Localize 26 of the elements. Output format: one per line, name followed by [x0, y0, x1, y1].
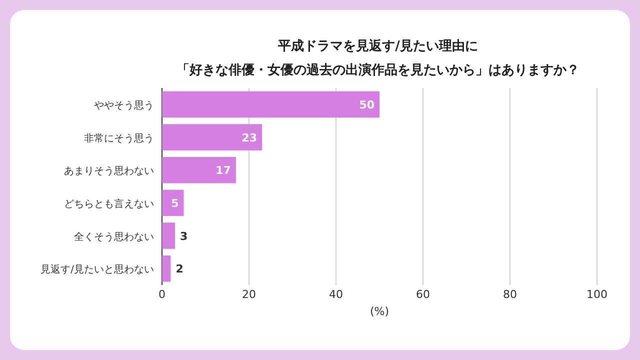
- bar: [162, 255, 171, 282]
- data-label: 50: [359, 98, 375, 112]
- y-tick-label: 全くそう思わない: [74, 230, 154, 243]
- y-tick-label: ややそう思う: [94, 100, 154, 112]
- data-label: 17: [216, 164, 231, 178]
- x-tick-label: 100: [586, 288, 608, 301]
- bar: [162, 124, 262, 150]
- y-tick-label: どちらとも言えない: [64, 198, 154, 210]
- data-label: 2: [176, 262, 184, 276]
- x-tick-label: 0: [158, 288, 166, 301]
- bar: [162, 222, 176, 249]
- data-label: 5: [171, 196, 179, 210]
- x-tick-label: 60: [416, 288, 430, 301]
- x-tick-label: 20: [242, 288, 256, 301]
- x-tick-label: 40: [329, 288, 343, 301]
- data-label: 3: [180, 230, 188, 243]
- y-tick-label: あまりそう思わない: [64, 166, 154, 178]
- bar: [162, 91, 380, 118]
- data-label: 23: [242, 131, 258, 144]
- bar: [162, 156, 236, 184]
- chart-title: 平成ドラマを見返す/見たい理由に「好きな俳優・女優の過去の出演作品を見たいから」はありますか？: [176, 38, 580, 78]
- x-tick-label: 80: [503, 288, 517, 301]
- bar: [162, 190, 184, 216]
- y-tick-label: 見返す/見たいと思わない: [40, 264, 154, 276]
- x-axis-title: (%): [370, 305, 390, 318]
- y-tick-label: 非常にそう思う: [84, 132, 154, 144]
